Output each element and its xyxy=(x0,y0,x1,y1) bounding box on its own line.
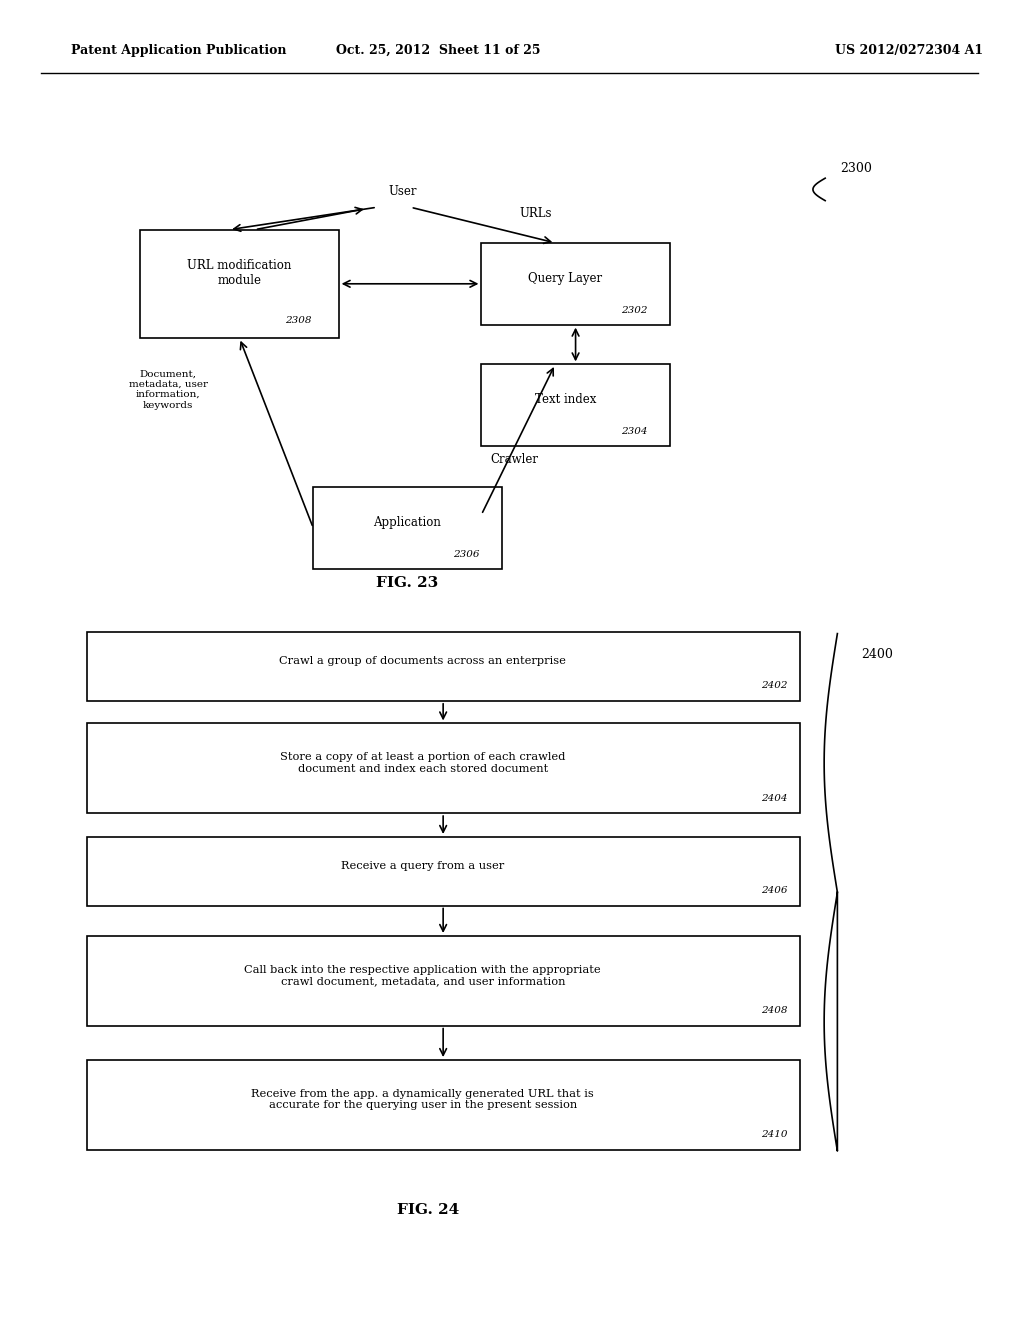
Text: 2404: 2404 xyxy=(761,793,787,803)
Text: Oct. 25, 2012  Sheet 11 of 25: Oct. 25, 2012 Sheet 11 of 25 xyxy=(336,44,541,57)
Text: URLs: URLs xyxy=(519,207,552,220)
Text: Crawler: Crawler xyxy=(490,453,539,466)
Text: URL modification
module: URL modification module xyxy=(187,259,292,288)
Text: 2408: 2408 xyxy=(761,1006,787,1015)
Text: 2410: 2410 xyxy=(761,1130,787,1139)
Text: Application: Application xyxy=(374,516,441,529)
Text: User: User xyxy=(388,185,417,198)
FancyBboxPatch shape xyxy=(87,632,800,701)
Text: 2402: 2402 xyxy=(761,681,787,690)
Text: 2304: 2304 xyxy=(622,428,648,436)
FancyBboxPatch shape xyxy=(481,364,670,446)
Text: Document,
metadata, user
information,
keywords: Document, metadata, user information, ke… xyxy=(129,370,208,409)
Text: 2400: 2400 xyxy=(861,648,893,661)
Text: FIG. 23: FIG. 23 xyxy=(377,577,438,590)
FancyBboxPatch shape xyxy=(87,837,800,906)
Text: Receive a query from a user: Receive a query from a user xyxy=(341,861,505,871)
Text: 2406: 2406 xyxy=(761,886,787,895)
Text: 2300: 2300 xyxy=(841,162,872,176)
FancyBboxPatch shape xyxy=(87,723,800,813)
Text: Query Layer: Query Layer xyxy=(528,272,602,285)
Text: Patent Application Publication: Patent Application Publication xyxy=(72,44,287,57)
FancyBboxPatch shape xyxy=(87,1060,800,1150)
Text: FIG. 24: FIG. 24 xyxy=(396,1204,459,1217)
FancyBboxPatch shape xyxy=(140,230,339,338)
Text: Call back into the respective application with the appropriate
crawl document, m: Call back into the respective applicatio… xyxy=(245,965,601,986)
FancyBboxPatch shape xyxy=(481,243,670,325)
Text: 2306: 2306 xyxy=(454,550,480,558)
Text: 2302: 2302 xyxy=(622,306,648,314)
Text: Receive from the app. a dynamically generated URL that is
accurate for the query: Receive from the app. a dynamically gene… xyxy=(252,1089,594,1110)
Text: US 2012/0272304 A1: US 2012/0272304 A1 xyxy=(836,44,983,57)
Text: Text index: Text index xyxy=(535,393,596,407)
FancyBboxPatch shape xyxy=(313,487,502,569)
Text: 2308: 2308 xyxy=(286,317,311,325)
FancyBboxPatch shape xyxy=(87,936,800,1026)
Text: Store a copy of at least a portion of each crawled
document and index each store: Store a copy of at least a portion of ea… xyxy=(281,752,565,774)
Text: Crawl a group of documents across an enterprise: Crawl a group of documents across an ent… xyxy=(280,656,566,667)
